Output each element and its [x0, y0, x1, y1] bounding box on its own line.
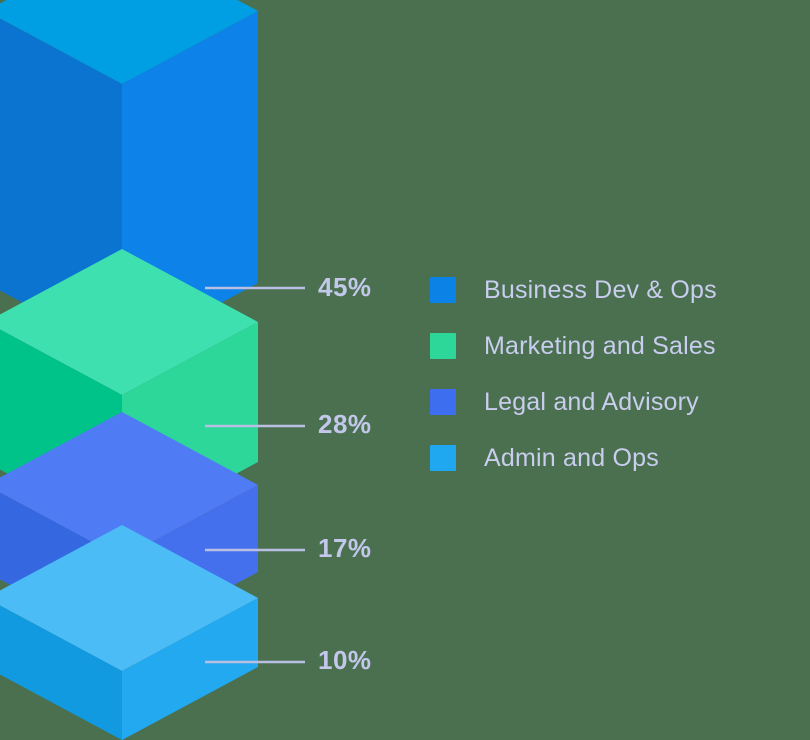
block-2-top-face: [0, 249, 258, 395]
block-4-left-face: [0, 605, 122, 740]
block-3-top-face: [0, 412, 258, 558]
block-admin-ops[interactable]: [0, 525, 258, 740]
legend-swatch-icon: [430, 445, 456, 471]
legend-item-admin-ops[interactable]: Admin and Ops: [430, 430, 790, 486]
legend-label-marketing-sales: Marketing and Sales: [484, 331, 716, 360]
legend-swatch-icon: [430, 333, 456, 359]
legend-label-business-dev-ops: Business Dev & Ops: [484, 275, 717, 304]
legend-swatch-icon: [430, 277, 456, 303]
value-label-legal-advisory: 17%: [318, 533, 372, 563]
leader-lines: [205, 286, 305, 664]
block-1-top-face: [0, 0, 258, 84]
legend-item-legal-advisory[interactable]: Legal and Advisory: [430, 374, 790, 430]
value-label-marketing-sales: 28%: [318, 409, 372, 439]
chart-legend: Business Dev & Ops Marketing and Sales L…: [430, 262, 790, 486]
legend-item-business-dev-ops[interactable]: Business Dev & Ops: [430, 262, 790, 318]
legend-item-marketing-sales[interactable]: Marketing and Sales: [430, 318, 790, 374]
block-4-top-face: [0, 525, 258, 671]
legend-label-legal-advisory: Legal and Advisory: [484, 387, 699, 416]
block-4-right-face: [122, 598, 258, 740]
legend-swatch-icon: [430, 389, 456, 415]
legend-label-admin-ops: Admin and Ops: [484, 443, 659, 472]
value-label-admin-ops: 10%: [318, 645, 372, 675]
value-label-business-dev-ops: 45%: [318, 272, 372, 302]
